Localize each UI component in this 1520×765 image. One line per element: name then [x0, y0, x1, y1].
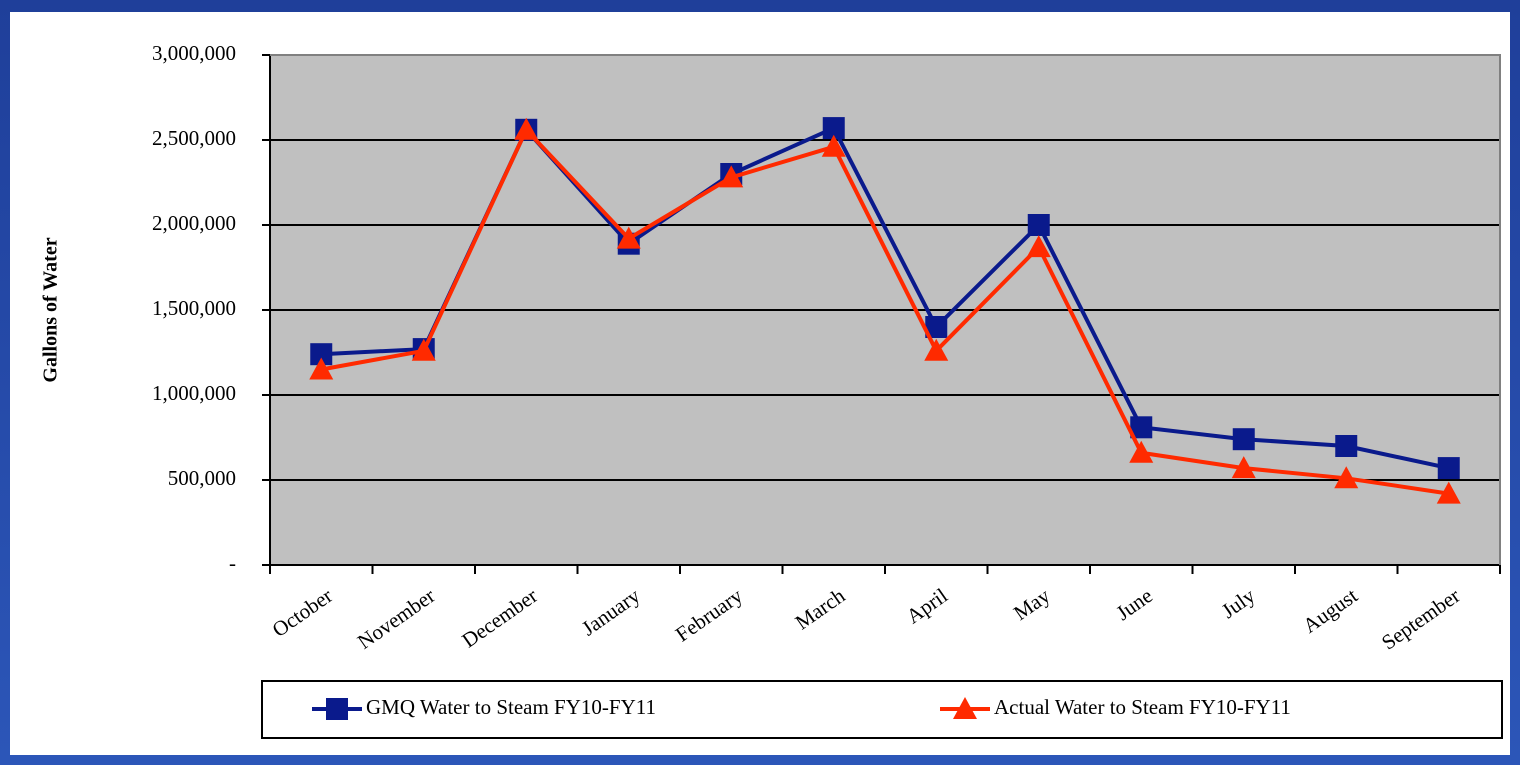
point — [411, 338, 436, 361]
point — [821, 134, 846, 157]
y-tick-label: 2,500,000 — [152, 126, 236, 150]
series-line — [320, 126, 1450, 496]
point — [719, 165, 744, 188]
y-tick-label: 1,000,000 — [152, 381, 236, 405]
y-tick-label: 1,500,000 — [152, 296, 236, 320]
legend-label: GMQ Water to Steam FY10-FY11 — [366, 695, 656, 719]
x-tick-label: November — [353, 583, 439, 654]
point — [822, 117, 845, 140]
x-tick-label: April — [902, 583, 952, 628]
x-tick-label: May — [1009, 583, 1055, 625]
point — [616, 226, 641, 249]
point — [925, 316, 948, 338]
x-tick-label: September — [1377, 583, 1464, 654]
plot-edge — [270, 54, 1501, 565]
point — [1130, 416, 1153, 439]
legend-label: Actual Water to Steam FY10-FY11 — [994, 695, 1291, 719]
point — [1231, 456, 1256, 479]
legend-marker — [953, 697, 977, 719]
x-tick-label: August — [1298, 583, 1362, 638]
y-tick-label: 500,000 — [168, 466, 236, 490]
legend-marker — [326, 698, 348, 720]
x-tick-label: July — [1217, 583, 1260, 623]
x-tick-label: October — [268, 583, 337, 641]
x-tick-label: June — [1112, 583, 1157, 625]
x-tick-label: December — [457, 583, 541, 652]
y-tick-label: 3,000,000 — [152, 41, 236, 65]
y-tick-label: 2,000,000 — [152, 211, 236, 235]
y-axis-label: Gallons of Water — [40, 237, 62, 382]
point — [514, 117, 539, 140]
point — [1335, 435, 1358, 457]
point — [1232, 428, 1255, 451]
x-tick-label: February — [671, 583, 747, 646]
point — [1129, 440, 1154, 463]
point — [1437, 457, 1460, 480]
point — [1026, 235, 1051, 258]
x-tick-label: January — [577, 583, 645, 640]
y-tick-label: - — [229, 551, 236, 575]
x-tick-label: March — [791, 583, 850, 634]
point — [309, 357, 334, 380]
point — [310, 343, 333, 366]
point — [1027, 214, 1050, 236]
point — [1436, 481, 1461, 504]
point — [924, 338, 949, 361]
point — [1334, 466, 1359, 489]
legend — [261, 680, 1503, 739]
